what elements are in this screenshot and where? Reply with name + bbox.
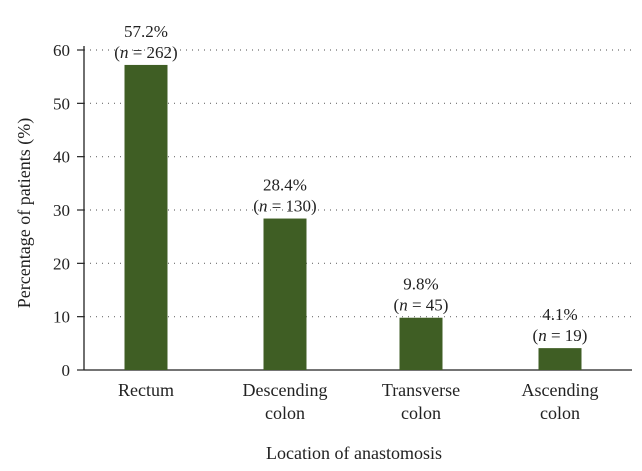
x-axis-title: Location of anastomosis: [266, 443, 442, 463]
data-labels: 57.2% (n = 262) 28.4% (n = 130) 9.8% (n = 45)…: [114, 22, 587, 345]
category-label: colon: [265, 403, 305, 423]
y-tick-label: 50: [53, 94, 70, 113]
bar-percent-label: 57.2%: [124, 22, 168, 41]
y-tick-label: 0: [62, 361, 71, 380]
bar-percent-label: 9.8%: [403, 275, 438, 294]
bar-count-label: (n = 45): [394, 296, 449, 315]
y-axis-ticks: 0 10 20 30 40 50 60: [53, 41, 84, 380]
y-tick-label: 10: [53, 308, 70, 327]
category-labels: Rectum Descending colon Transverse colon Asce…: [118, 380, 598, 423]
bar: [263, 218, 307, 370]
grid-lines: [84, 49, 632, 318]
bar: [538, 348, 582, 370]
y-tick-label: 20: [53, 254, 70, 273]
category-label: Rectum: [118, 380, 174, 400]
category-label: colon: [401, 403, 441, 423]
bar: [399, 317, 443, 370]
y-axis-title: Percentage of patients (%): [14, 118, 35, 308]
category-label: Transverse: [382, 380, 460, 400]
bar-percent-label: 4.1%: [542, 305, 577, 324]
bar: [124, 64, 168, 370]
y-tick-label: 60: [53, 41, 70, 60]
bar-count-label: (n = 262): [114, 43, 177, 62]
bar-percent-label: 28.4%: [263, 176, 307, 195]
bar-count-label: (n = 19): [533, 326, 588, 345]
bars: [124, 64, 582, 370]
bar-count-label: (n = 130): [253, 197, 316, 216]
category-label: Descending: [243, 380, 328, 400]
category-label: colon: [540, 403, 580, 423]
y-tick-label: 30: [53, 201, 70, 220]
y-tick-label: 40: [53, 148, 70, 167]
category-label: Ascending: [522, 380, 599, 400]
